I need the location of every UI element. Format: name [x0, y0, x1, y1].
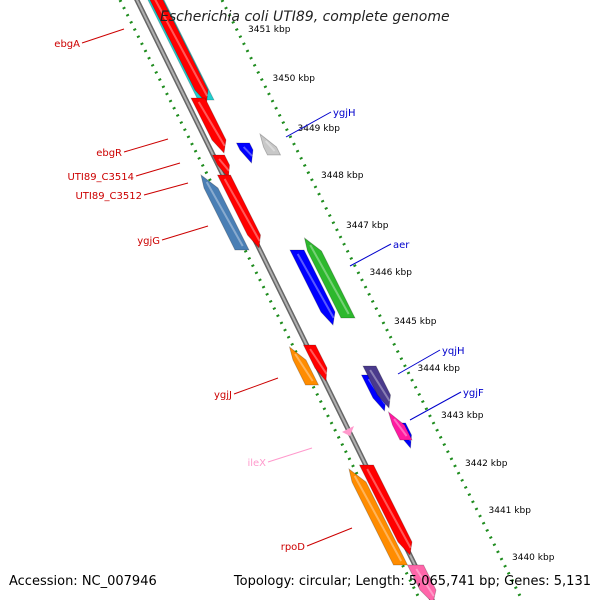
ruler-label: 3451 kbp	[248, 25, 291, 35]
ruler-label: 3448 kbp	[321, 171, 364, 181]
ruler-label: 3445 kbp	[394, 317, 437, 327]
ruler-label: 3450 kbp	[273, 74, 316, 84]
ruler-label: 3440 kbp	[512, 553, 555, 563]
gene-ygjG	[200, 174, 250, 251]
gene-rpoD	[358, 464, 413, 556]
gene-ebgR	[190, 97, 227, 154]
gene-rpoD-shine	[366, 468, 412, 549]
gene-ygjF	[387, 410, 413, 441]
gene-red-1	[149, 0, 209, 104]
gene-red-ygjJ	[302, 344, 328, 383]
gene-ygjG-shine	[205, 181, 244, 247]
gene-ygjH	[259, 132, 282, 156]
gene-label: yqjH	[442, 346, 465, 357]
ruler-label: 3446 kbp	[370, 268, 413, 278]
gene-label-leader	[285, 111, 332, 138]
gene-yqjH-shine	[369, 369, 391, 402]
gene-blue-aer	[289, 249, 336, 326]
gene-red-1-shine	[154, 0, 209, 97]
ruler-label: 3447 kbp	[346, 221, 389, 231]
gene-label: ileX	[247, 458, 266, 469]
ruler-label: 3449 kbp	[298, 124, 341, 134]
genome-stats: Topology: circular; Length: 5,065,741 bp…	[233, 574, 591, 589]
gene-label-leader	[161, 225, 209, 241]
gene-label: rpoD	[281, 542, 306, 553]
gene-label-leader	[123, 138, 169, 153]
gene-uti89-c3514	[211, 154, 230, 180]
gene-label-leader	[81, 28, 125, 44]
gene-label: ygjH	[333, 108, 356, 119]
gene-bottom-pink-shine	[415, 568, 435, 597]
ruler-label: 3441 kbp	[489, 506, 532, 516]
gene-label: ebgR	[96, 148, 122, 159]
trna-ileX-arrow	[342, 426, 354, 436]
gene-label-leader	[143, 182, 189, 196]
gene-aer	[303, 237, 356, 319]
gene-label: UTI89_C3512	[75, 191, 142, 202]
gene-label-leader	[349, 243, 392, 267]
gene-ygjJ-shine	[294, 353, 314, 382]
gene-yqjH	[362, 365, 391, 409]
accession-label: Accession: NC_007946	[9, 574, 157, 589]
gene-red-ygjJ-shine	[309, 348, 328, 375]
gene-label-leader	[306, 527, 353, 547]
gene-rpoD-orange	[348, 468, 409, 566]
gene-label-leader	[267, 447, 313, 463]
gene-blue-small-shine	[242, 146, 253, 157]
gene-label: ygjG	[137, 236, 160, 247]
gene-blue-small	[235, 142, 254, 164]
gene-label: UTI89_C3514	[67, 172, 134, 183]
gene-rpoD-orange-shine	[353, 475, 403, 562]
gene-label-leader	[397, 349, 441, 375]
gene-label-leader	[135, 162, 181, 177]
gene-uti89-c3512	[216, 174, 261, 249]
gene-label: ebgA	[54, 39, 80, 50]
gene-aer-shine	[309, 244, 350, 315]
gene-blue-aer-shine	[296, 253, 335, 319]
gene-ygjJ	[288, 345, 320, 386]
ruler-label: 3442 kbp	[465, 459, 508, 469]
gene-label-leader	[409, 391, 462, 421]
genome-title: Escherichia coli UTI89, complete genome	[160, 9, 450, 25]
gene-label: ygjF	[463, 388, 484, 399]
gene-uti89-c3514-shine	[218, 158, 230, 172]
gene-label-leader	[233, 377, 279, 395]
gene-ygjF-shine	[393, 418, 408, 437]
gene-bottom-pink	[406, 564, 437, 600]
ruler-label: 3443 kbp	[441, 411, 484, 421]
gene-ebgR-shine	[197, 101, 226, 147]
ruler-label: 3444 kbp	[418, 364, 461, 374]
gene-uti89-c3512-shine	[223, 178, 261, 242]
gene-label: ygjJ	[214, 390, 232, 401]
gene-ygjH-shine	[264, 140, 276, 152]
gene-label: aer	[393, 240, 410, 251]
